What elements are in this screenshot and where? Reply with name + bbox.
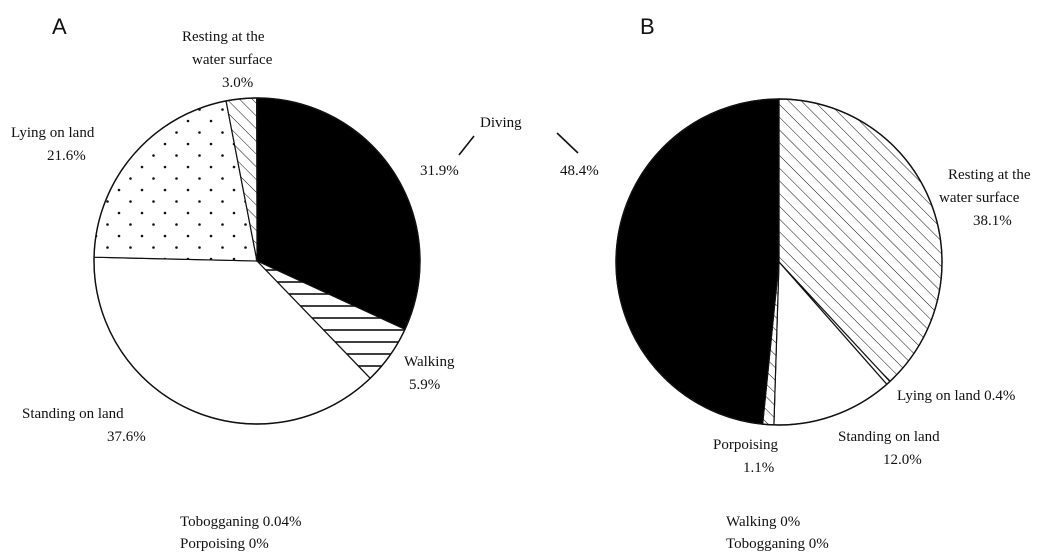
a-walking-label: Walking <box>404 354 455 370</box>
b-standing-label: Standing on land <box>838 429 940 445</box>
diving-pct-b: 48.4% <box>560 163 599 179</box>
diving-leader-b <box>556 132 579 154</box>
b-standing-pct: 12.0% <box>883 452 922 468</box>
a-resting-label-line2: water surface <box>192 52 273 68</box>
b-resting-label-line1: Resting at the <box>948 167 1031 183</box>
b-porpoising-pct: 1.1% <box>743 460 774 476</box>
pie-b-outline <box>615 98 943 426</box>
b-footnote-line1: Walking 0% <box>726 514 800 530</box>
pie-chart-b <box>615 98 943 426</box>
b-lying-label: Lying on land 0.4% <box>897 388 1015 404</box>
b-resting-label-line2: water surface <box>939 190 1020 206</box>
a-footnote-line2: Porpoising 0% <box>180 536 269 552</box>
a-resting-pct: 3.0% <box>222 75 253 91</box>
panel-label-a: A <box>52 14 67 39</box>
a-walking-pct: 5.9% <box>409 377 440 393</box>
a-standing-label: Standing on land <box>22 406 124 422</box>
b-footnote-line2: Tobogganing 0% <box>726 536 829 552</box>
a-footnote-line1: Tobogganing 0.04% <box>180 514 301 530</box>
a-resting-label-line1: Resting at the <box>182 29 265 45</box>
diving-pct-a: 31.9% <box>420 163 459 179</box>
a-standing-pct: 37.6% <box>107 429 146 445</box>
diving-leader-a <box>458 135 475 156</box>
pie-a-outline <box>93 97 421 425</box>
pie-chart-a <box>93 97 421 425</box>
a-lying-label: Lying on land <box>11 125 95 141</box>
b-porpoising-label: Porpoising <box>713 437 779 453</box>
a-lying-pct: 21.6% <box>47 148 86 164</box>
panel-label-b: B <box>640 14 655 39</box>
b-resting-pct: 38.1% <box>973 213 1012 229</box>
diving-label: Diving <box>480 115 522 131</box>
pie-b-slice-diving <box>615 98 780 425</box>
